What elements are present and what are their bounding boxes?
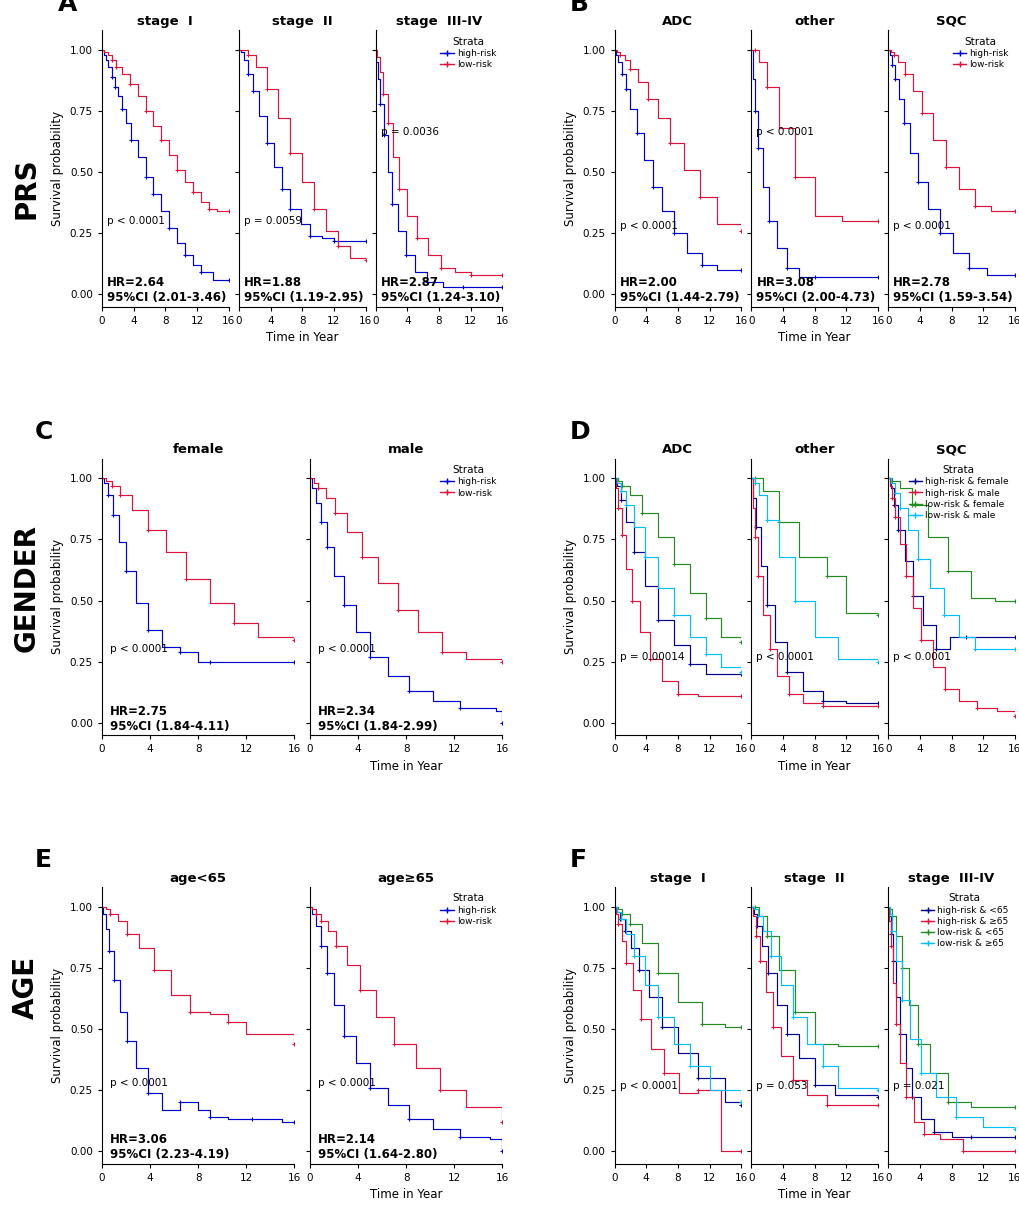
Text: p < 0.0001: p < 0.0001 bbox=[110, 1079, 167, 1088]
Text: p = 0.0059: p = 0.0059 bbox=[244, 216, 302, 225]
X-axis label: Time in Year: Time in Year bbox=[777, 331, 850, 344]
Text: p < 0.0001: p < 0.0001 bbox=[107, 216, 165, 225]
Title: ADC: ADC bbox=[661, 15, 693, 28]
Title: ADC: ADC bbox=[661, 444, 693, 456]
Title: stage  III-IV: stage III-IV bbox=[395, 15, 482, 28]
Text: HR=1.88
95%CI (1.19-2.95): HR=1.88 95%CI (1.19-2.95) bbox=[244, 276, 363, 304]
Legend: high-risk & <65, high-risk & ≥65, low-risk & <65, low-risk & ≥65: high-risk & <65, high-risk & ≥65, low-ri… bbox=[918, 892, 1010, 950]
Legend: high-risk, low-risk: high-risk, low-risk bbox=[438, 35, 497, 72]
Y-axis label: Survival probability: Survival probability bbox=[51, 967, 64, 1082]
Text: HR=2.64
95%CI (2.01-3.46): HR=2.64 95%CI (2.01-3.46) bbox=[107, 276, 226, 304]
Text: A: A bbox=[58, 0, 77, 16]
Y-axis label: Survival probability: Survival probability bbox=[51, 539, 64, 654]
Text: D: D bbox=[570, 421, 590, 444]
Text: p < 0.0001: p < 0.0001 bbox=[756, 652, 813, 663]
Text: C: C bbox=[35, 421, 53, 444]
Legend: high-risk & female, high-risk & male, low-risk & female, low-risk & male: high-risk & female, high-risk & male, lo… bbox=[906, 463, 1010, 522]
Title: stage  I: stage I bbox=[649, 871, 705, 885]
Title: stage  III-IV: stage III-IV bbox=[908, 871, 994, 885]
Legend: high-risk, low-risk: high-risk, low-risk bbox=[438, 463, 497, 499]
Text: B: B bbox=[570, 0, 589, 16]
Text: E: E bbox=[35, 848, 52, 873]
Y-axis label: Survival probability: Survival probability bbox=[564, 539, 576, 654]
Text: HR=2.87
95%CI (1.24-3.10): HR=2.87 95%CI (1.24-3.10) bbox=[380, 276, 499, 304]
Text: HR=2.75
95%CI (1.84-4.11): HR=2.75 95%CI (1.84-4.11) bbox=[110, 704, 229, 732]
Title: other: other bbox=[794, 444, 835, 456]
Text: PRS: PRS bbox=[12, 158, 40, 218]
X-axis label: Time in Year: Time in Year bbox=[266, 331, 338, 344]
X-axis label: Time in Year: Time in Year bbox=[370, 760, 442, 773]
Text: p < 0.0001: p < 0.0001 bbox=[619, 222, 677, 231]
Legend: high-risk, low-risk: high-risk, low-risk bbox=[438, 892, 497, 927]
Text: HR=3.08
95%CI (2.00-4.73): HR=3.08 95%CI (2.00-4.73) bbox=[756, 276, 874, 304]
Y-axis label: Survival probability: Survival probability bbox=[564, 112, 576, 227]
Text: HR=3.06
95%CI (2.23-4.19): HR=3.06 95%CI (2.23-4.19) bbox=[110, 1133, 229, 1161]
Text: p < 0.0001: p < 0.0001 bbox=[110, 645, 167, 654]
Title: SQC: SQC bbox=[935, 444, 966, 456]
Title: male: male bbox=[387, 444, 424, 456]
Text: HR=2.14
95%CI (1.64-2.80): HR=2.14 95%CI (1.64-2.80) bbox=[317, 1133, 437, 1161]
Text: GENDER: GENDER bbox=[12, 524, 40, 652]
Text: p < 0.0001: p < 0.0001 bbox=[619, 1081, 677, 1091]
Text: p = 0.021: p = 0.021 bbox=[893, 1081, 944, 1091]
Text: p < 0.0001: p < 0.0001 bbox=[317, 1079, 375, 1088]
Title: other: other bbox=[794, 15, 835, 28]
Text: p < 0.0001: p < 0.0001 bbox=[317, 645, 375, 654]
Text: F: F bbox=[570, 848, 587, 873]
Title: stage  I: stage I bbox=[138, 15, 193, 28]
X-axis label: Time in Year: Time in Year bbox=[370, 1188, 442, 1201]
Title: female: female bbox=[172, 444, 223, 456]
Text: HR=2.78
95%CI (1.59-3.54): HR=2.78 95%CI (1.59-3.54) bbox=[893, 276, 1012, 304]
Text: p = 0.0036: p = 0.0036 bbox=[380, 127, 438, 137]
Title: SQC: SQC bbox=[935, 15, 966, 28]
Title: stage  II: stage II bbox=[784, 871, 844, 885]
X-axis label: Time in Year: Time in Year bbox=[777, 760, 850, 773]
Legend: high-risk, low-risk: high-risk, low-risk bbox=[950, 35, 1010, 72]
X-axis label: Time in Year: Time in Year bbox=[777, 1188, 850, 1201]
Text: p < 0.0001: p < 0.0001 bbox=[756, 127, 813, 137]
Text: HR=2.00
95%CI (1.44-2.79): HR=2.00 95%CI (1.44-2.79) bbox=[619, 276, 739, 304]
Y-axis label: Survival probability: Survival probability bbox=[564, 967, 576, 1082]
Title: age<65: age<65 bbox=[169, 871, 226, 885]
Text: p < 0.0001: p < 0.0001 bbox=[893, 652, 950, 663]
Text: p < 0.0001: p < 0.0001 bbox=[893, 222, 950, 231]
Text: AGE: AGE bbox=[12, 956, 40, 1019]
Title: age≥65: age≥65 bbox=[377, 871, 434, 885]
Title: stage  II: stage II bbox=[272, 15, 332, 28]
Text: p = 0.00014: p = 0.00014 bbox=[619, 652, 684, 663]
Text: HR=2.34
95%CI (1.84-2.99): HR=2.34 95%CI (1.84-2.99) bbox=[317, 704, 437, 732]
Text: p = 0.053: p = 0.053 bbox=[756, 1081, 807, 1091]
Y-axis label: Survival probability: Survival probability bbox=[51, 112, 64, 227]
